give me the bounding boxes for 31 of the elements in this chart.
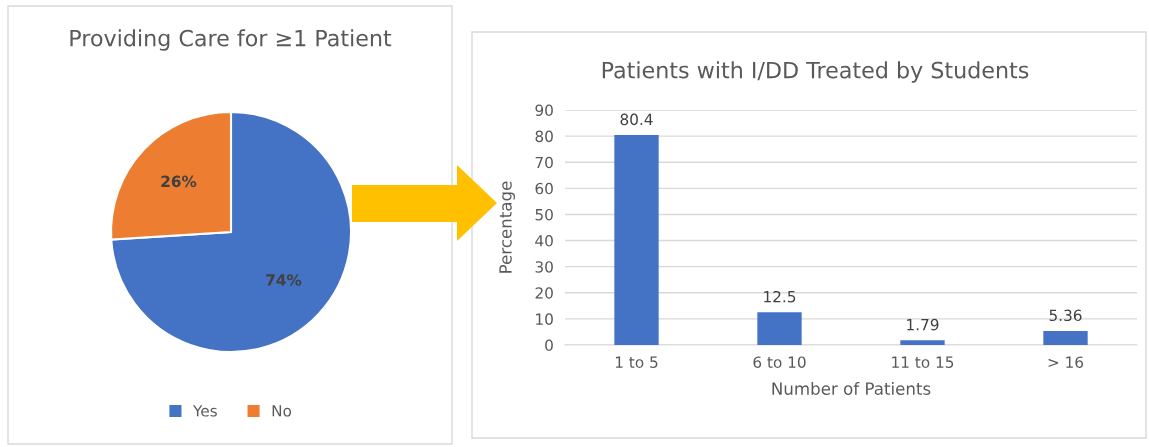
y-tick-label: 10 bbox=[536, 313, 553, 325]
data-label: 1.79 bbox=[907, 318, 939, 331]
x-tick-label: 1 to 5 bbox=[615, 356, 658, 368]
data-label: 74% bbox=[266, 274, 302, 286]
x-axis-title: Number of Patients bbox=[772, 382, 931, 395]
y-tick-label: 0 bbox=[545, 339, 553, 352]
y-tick-label: 60 bbox=[535, 182, 553, 195]
chart-title: Providing Care for ≥1 Patient bbox=[70, 29, 392, 51]
data-label: 12.5 bbox=[764, 290, 796, 303]
x-tick-label: 11 to 15 bbox=[892, 356, 954, 368]
chart-title: Patients with I/DD Treated by Students bbox=[602, 61, 1029, 83]
legend-label: No bbox=[272, 405, 292, 417]
data-label: 80.4 bbox=[620, 113, 653, 126]
bar bbox=[757, 312, 802, 345]
y-tick-label: 30 bbox=[535, 261, 553, 273]
legend-label: Yes bbox=[192, 405, 217, 417]
y-tick-label: 40 bbox=[535, 235, 553, 247]
bar bbox=[1043, 331, 1088, 345]
y-tick-label: 20 bbox=[535, 287, 553, 299]
y-tick-label: 80 bbox=[535, 130, 553, 143]
pie-slice bbox=[110, 110, 353, 354]
y-tick-label: 70 bbox=[535, 156, 553, 169]
y-tick-label: 90 bbox=[535, 104, 553, 117]
y-tick-label: 50 bbox=[535, 208, 553, 221]
bar bbox=[614, 135, 659, 345]
y-axis-title: Percentage bbox=[499, 181, 515, 273]
x-tick-label: 6 to 10 bbox=[753, 356, 806, 368]
data-label: 5.36 bbox=[1049, 309, 1082, 322]
data-label: 26% bbox=[161, 175, 197, 188]
bar bbox=[900, 340, 945, 345]
x-tick-label: > 16 bbox=[1048, 356, 1084, 368]
